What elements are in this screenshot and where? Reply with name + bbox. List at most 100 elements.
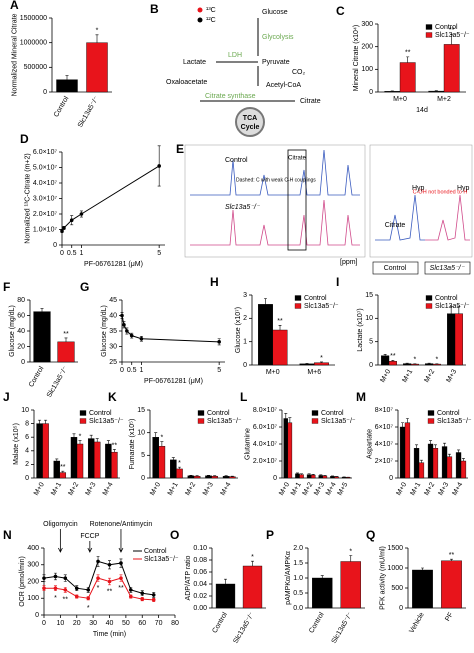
- error-bar: [320, 361, 324, 363]
- y-tick-label: 45: [109, 297, 117, 304]
- error-bar: [449, 306, 453, 314]
- x-tick-label: M+1: [50, 481, 63, 497]
- y-tick-label: 0: [389, 475, 393, 482]
- legend-swatch: [197, 410, 205, 416]
- panel-label: C: [336, 4, 345, 18]
- panel-label: L: [240, 390, 247, 404]
- bar: [36, 423, 43, 479]
- error-bar: [457, 449, 461, 453]
- y-tick-label: 200: [361, 44, 373, 51]
- x-tick-label: 10: [56, 620, 64, 627]
- point: [107, 562, 112, 567]
- y-tick-label: 40: [109, 312, 117, 319]
- node: Cycle: [241, 124, 260, 131]
- point: [151, 593, 156, 597]
- line: [121, 315, 220, 343]
- y-tick-label: 80: [17, 297, 25, 304]
- x-tick-label: M+1: [409, 481, 422, 497]
- error-bar: [95, 438, 99, 442]
- error-bar: [320, 575, 324, 578]
- diagram-e: E Control Slc13a5⁻/⁻ Citrate Dashed: C w…: [176, 142, 473, 275]
- y-tick-label: 10: [137, 430, 145, 437]
- y-tick-label: 6: [25, 434, 29, 441]
- label: Hyp: [412, 185, 425, 192]
- point: [86, 596, 91, 601]
- bar: [425, 363, 434, 366]
- bar: [441, 446, 448, 479]
- x-tick-label: M+0: [33, 481, 46, 497]
- x-tick-label: M+2: [302, 481, 315, 497]
- significance: *: [87, 605, 90, 612]
- y-tick-label: 1.0: [293, 575, 303, 582]
- bar: [158, 446, 166, 479]
- error-bar: [263, 298, 267, 305]
- bar: [340, 561, 361, 609]
- bar: [258, 304, 273, 366]
- bar: [418, 462, 425, 479]
- point: [60, 229, 64, 233]
- legend-label: Slc13a5⁻/⁻: [321, 418, 356, 425]
- y-tick-label: 2.0: [293, 545, 303, 552]
- legend-swatch: [427, 410, 435, 416]
- bar: [432, 363, 441, 366]
- y-tick-label: 2.0×10⁷: [33, 211, 58, 218]
- error-bar: [38, 419, 42, 424]
- y-tick-label: 1500000: [20, 15, 47, 22]
- y-tick-label: 100: [361, 66, 373, 73]
- tca-cycle: [235, 107, 265, 137]
- error-bar: [307, 473, 311, 475]
- y-tick-label: 300: [27, 562, 39, 569]
- error-bar: [349, 555, 353, 562]
- bar: [341, 476, 347, 479]
- y-tick-label: 0: [369, 362, 373, 369]
- x-axis-label: Time (min): [93, 631, 126, 638]
- bar: [443, 44, 460, 93]
- significance: **: [60, 464, 66, 471]
- point: [119, 561, 123, 565]
- significance: *: [161, 435, 164, 442]
- y-tick-label: 30: [109, 343, 117, 350]
- x-tick-label: 0.5: [67, 250, 77, 257]
- x-tick-label: M+2: [67, 481, 80, 497]
- x-tick-label: Control: [308, 611, 326, 634]
- significance: **: [449, 27, 455, 34]
- x-tick-label: M+3: [445, 368, 458, 384]
- citrate-box: [287, 149, 307, 251]
- x-tick-label: M+0: [395, 481, 408, 497]
- significance: **: [107, 588, 113, 595]
- error-bar: [55, 458, 59, 461]
- x-tick-label: M+0: [149, 481, 162, 497]
- treatment-label: Oligomycin: [43, 521, 78, 528]
- y-axis-label: pAMPKα/AMPKα: [285, 551, 292, 605]
- error-bar: [383, 353, 387, 356]
- legend-swatch: [425, 295, 433, 301]
- legend-swatch: [425, 303, 433, 309]
- y-tick-label: 2×10⁷: [375, 458, 394, 465]
- bar: [455, 452, 462, 479]
- legend-label: Control: [321, 410, 344, 417]
- point: [151, 598, 156, 602]
- y-tick-label: 0: [399, 605, 403, 612]
- point: [53, 574, 58, 579]
- bar: [222, 475, 230, 479]
- node: Glucose: [262, 9, 288, 16]
- x-tick-label: Slc13a5⁻/⁻: [232, 611, 256, 645]
- x-tick-label: 30: [89, 620, 97, 627]
- significance: **: [390, 353, 396, 360]
- y-tick-label: 10: [21, 407, 29, 414]
- x-axis-label: PF-06761281 (μM): [84, 261, 143, 268]
- bar: [432, 448, 439, 479]
- y-tick-label: 0.02: [193, 593, 207, 600]
- error-bar: [95, 34, 99, 43]
- error-bar: [65, 75, 69, 80]
- x-tick-label: 80: [171, 620, 179, 627]
- y-tick-label: 0: [141, 475, 145, 482]
- error-bar: [89, 434, 93, 439]
- legend-swatch: [427, 418, 435, 424]
- x-tick-label: 1: [79, 250, 83, 257]
- x-tick-label: 60: [138, 620, 146, 627]
- panel-label: P: [266, 528, 274, 542]
- error-bar: [40, 308, 44, 312]
- bar: [53, 460, 60, 479]
